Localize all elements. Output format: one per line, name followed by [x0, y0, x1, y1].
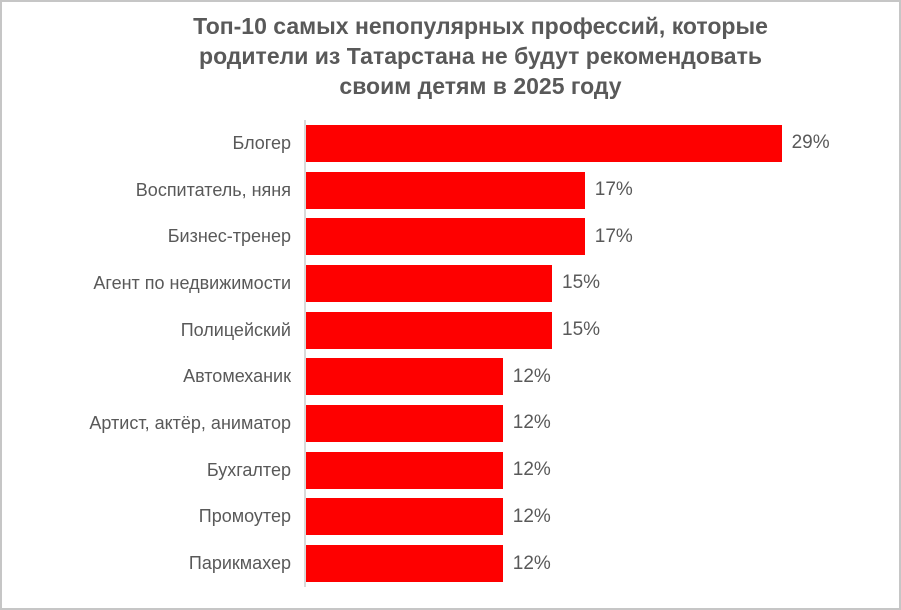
value-label: 12% — [512, 412, 551, 434]
bar — [306, 404, 503, 442]
bar — [306, 545, 503, 583]
chart-row: Бухгалтер 12% — [2, 446, 899, 494]
bar — [306, 311, 552, 349]
bar — [306, 264, 552, 302]
chart-row: Артист, актёр, аниматор 12% — [2, 400, 899, 447]
chart-row: Бизнес-тренер 17% — [2, 213, 899, 261]
bar-track: 17% — [304, 166, 899, 214]
value-label: 15% — [562, 272, 601, 294]
chart-row: Автомеханик 12% — [2, 353, 899, 401]
bar — [306, 451, 503, 489]
bar-track: 15% — [304, 306, 899, 354]
bar — [306, 358, 503, 396]
chart-title-line-1: Топ-10 самых непопулярных профессий, кот… — [193, 13, 768, 39]
category-label: Агент по недвижимости — [93, 272, 291, 293]
category-label: Промоутер — [198, 506, 291, 527]
category-label: Воспитатель, няня — [135, 179, 291, 200]
value-label: 12% — [512, 552, 551, 574]
value-label: 12% — [512, 505, 551, 527]
bar-track: 15% — [304, 260, 899, 307]
bar-track: 29% — [304, 120, 899, 167]
chart-row: Блогер 29% — [2, 120, 899, 167]
chart-title-line-2: родители из Татарстана не будут рекоменд… — [199, 43, 762, 69]
category-label: Парикмахер — [188, 553, 291, 574]
bar-track: 12% — [304, 540, 899, 587]
bar — [306, 124, 782, 162]
value-label: 17% — [594, 179, 633, 201]
category-label: Блогер — [232, 132, 291, 153]
bar-track: 12% — [304, 446, 899, 494]
value-label: 29% — [791, 132, 830, 154]
chart-row: Полицейский 15% — [2, 306, 899, 354]
category-label: Полицейский — [180, 319, 291, 340]
bar-track: 17% — [304, 213, 899, 261]
value-label: 15% — [562, 319, 601, 341]
chart-title: Топ-10 самых непопулярных профессий, кот… — [2, 2, 899, 101]
value-label: 12% — [512, 459, 551, 481]
category-label: Бизнес-тренер — [167, 226, 291, 247]
bar-track: 12% — [304, 400, 899, 447]
category-label: Автомеханик — [183, 366, 291, 387]
chart-row: Агент по недвижимости 15% — [2, 260, 899, 307]
bar-chart-plot-area: Блогер 29% Воспитатель, няня 17% Бизнес-… — [2, 120, 899, 587]
bar — [306, 171, 585, 209]
value-label: 12% — [512, 365, 551, 387]
chart-row: Промоутер 12% — [2, 493, 899, 541]
chart-title-line-3: своим детям в 2025 году — [339, 73, 622, 99]
value-label: 17% — [594, 225, 633, 247]
chart-row: Воспитатель, няня 17% — [2, 166, 899, 214]
chart-row: Парикмахер 12% — [2, 540, 899, 587]
bar — [306, 498, 503, 536]
bar-track: 12% — [304, 353, 899, 401]
category-label: Артист, актёр, аниматор — [89, 412, 291, 433]
bar — [306, 218, 585, 256]
category-label: Бухгалтер — [206, 459, 291, 480]
bar-track: 12% — [304, 493, 899, 541]
